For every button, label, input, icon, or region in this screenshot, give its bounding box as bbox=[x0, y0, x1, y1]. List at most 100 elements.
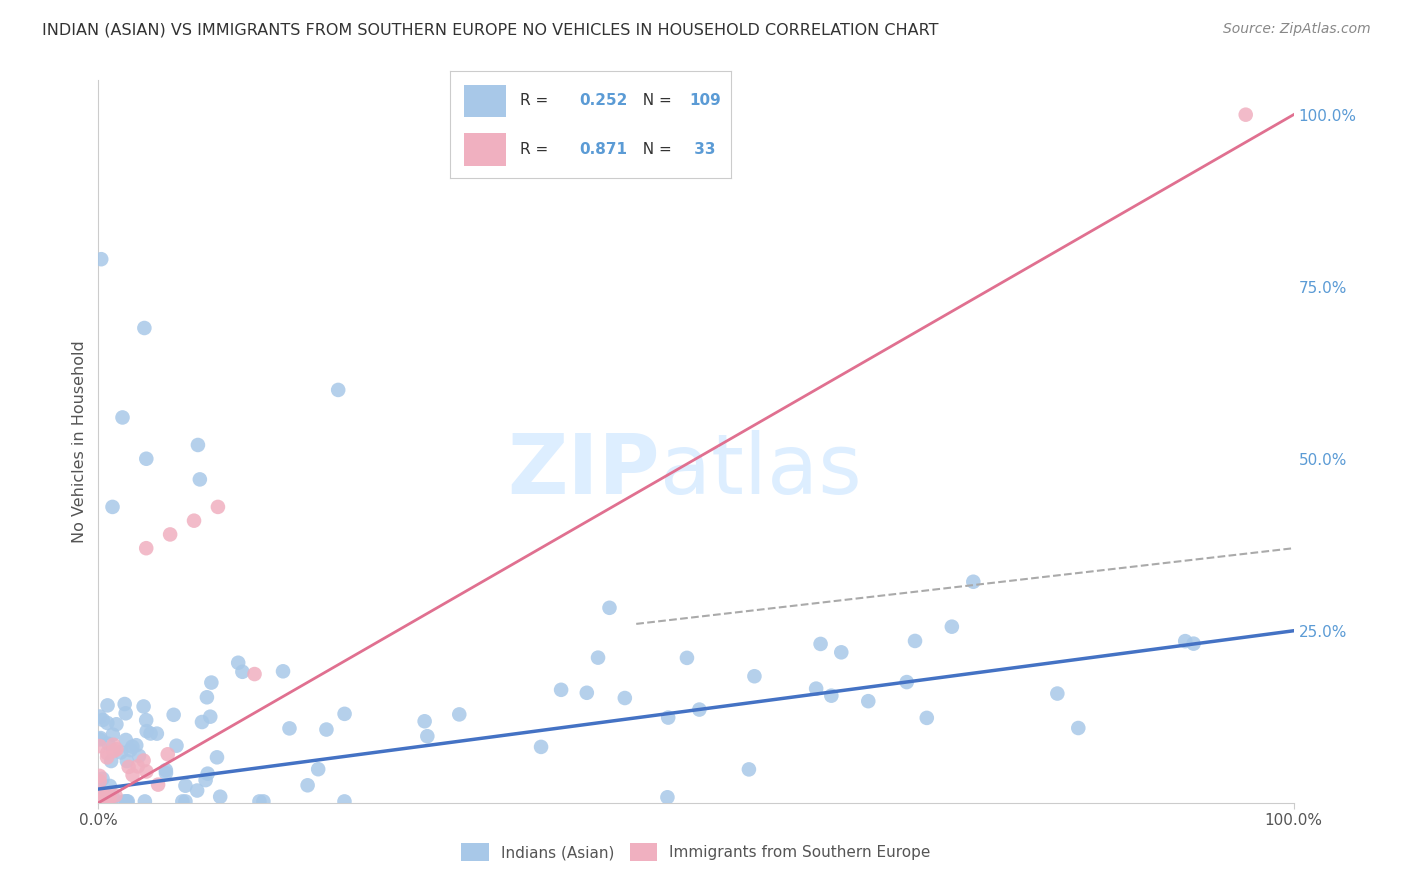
Bar bbox=[464, 134, 506, 166]
Point bbox=[91, 794, 114, 808]
Point bbox=[90, 794, 112, 808]
Point bbox=[676, 651, 699, 665]
Point bbox=[105, 717, 128, 731]
Y-axis label: No Vehicles in Household: No Vehicles in Household bbox=[72, 340, 87, 543]
Bar bbox=[464, 86, 506, 118]
Point bbox=[941, 620, 963, 634]
Point bbox=[191, 714, 214, 729]
Point bbox=[586, 650, 609, 665]
Point bbox=[135, 541, 157, 556]
Point bbox=[115, 754, 138, 768]
Point bbox=[328, 383, 350, 397]
Point bbox=[101, 728, 124, 742]
Point bbox=[205, 750, 228, 764]
Point bbox=[830, 645, 852, 659]
Point bbox=[93, 792, 115, 806]
Point bbox=[194, 773, 217, 788]
Point bbox=[89, 788, 111, 802]
Point bbox=[89, 794, 111, 808]
Text: 0.252: 0.252 bbox=[579, 93, 627, 108]
Point bbox=[413, 714, 436, 729]
Point bbox=[125, 738, 148, 752]
Point bbox=[97, 737, 120, 751]
Point bbox=[1174, 634, 1197, 648]
Point bbox=[188, 472, 211, 486]
Point bbox=[449, 707, 471, 722]
Point bbox=[120, 743, 142, 757]
Text: R =: R = bbox=[520, 142, 554, 157]
Point bbox=[155, 766, 177, 780]
Text: ZIP: ZIP bbox=[508, 430, 661, 511]
Point bbox=[688, 702, 710, 716]
Point bbox=[104, 789, 127, 803]
Point bbox=[333, 706, 356, 721]
Point bbox=[249, 794, 271, 808]
Point bbox=[163, 707, 186, 722]
Point bbox=[94, 792, 117, 806]
Point bbox=[271, 665, 294, 679]
Point bbox=[121, 739, 143, 754]
Point bbox=[93, 789, 115, 803]
Point bbox=[96, 746, 118, 760]
Point bbox=[252, 794, 274, 808]
Point bbox=[962, 574, 984, 589]
Point bbox=[90, 787, 112, 801]
Point bbox=[278, 722, 301, 736]
Point bbox=[98, 794, 121, 808]
Point bbox=[166, 739, 188, 753]
Point bbox=[89, 794, 111, 808]
Point bbox=[90, 252, 112, 267]
Point bbox=[575, 686, 598, 700]
Point bbox=[89, 732, 111, 747]
Point bbox=[118, 760, 141, 774]
Text: 33: 33 bbox=[689, 142, 716, 157]
Point bbox=[132, 699, 155, 714]
Point bbox=[207, 500, 229, 514]
Point bbox=[810, 637, 832, 651]
Point bbox=[135, 713, 157, 727]
Point bbox=[1182, 637, 1205, 651]
Point bbox=[146, 778, 169, 792]
Point bbox=[89, 709, 111, 723]
Point bbox=[134, 321, 156, 335]
Point bbox=[804, 681, 827, 696]
Point bbox=[613, 691, 636, 706]
Point bbox=[209, 789, 232, 804]
Point bbox=[896, 675, 918, 690]
Point bbox=[89, 775, 111, 789]
Point bbox=[132, 754, 155, 768]
Text: INDIAN (ASIAN) VS IMMIGRANTS FROM SOUTHERN EUROPE NO VEHICLES IN HOUSEHOLD CORRE: INDIAN (ASIAN) VS IMMIGRANTS FROM SOUTHE… bbox=[42, 22, 939, 37]
Point bbox=[333, 794, 356, 808]
Point bbox=[98, 792, 121, 806]
Point bbox=[200, 675, 222, 690]
Point bbox=[197, 766, 219, 780]
Point bbox=[103, 738, 125, 752]
Point bbox=[89, 769, 111, 783]
Point bbox=[297, 778, 319, 792]
Text: atlas: atlas bbox=[661, 430, 862, 511]
Point bbox=[550, 682, 572, 697]
Point bbox=[115, 794, 138, 808]
Text: N =: N = bbox=[633, 93, 676, 108]
Text: Source: ZipAtlas.com: Source: ZipAtlas.com bbox=[1223, 22, 1371, 37]
Point bbox=[112, 794, 135, 808]
Point bbox=[744, 669, 766, 683]
Point bbox=[110, 745, 132, 759]
Point bbox=[90, 792, 112, 806]
Point bbox=[101, 500, 124, 514]
Point bbox=[172, 794, 194, 808]
Point bbox=[530, 739, 553, 754]
Point bbox=[135, 764, 157, 779]
Point bbox=[134, 794, 156, 808]
Point bbox=[101, 790, 124, 805]
Point bbox=[135, 724, 157, 739]
Text: 109: 109 bbox=[689, 93, 721, 108]
Text: N =: N = bbox=[633, 142, 676, 157]
Point bbox=[96, 794, 118, 808]
Point bbox=[90, 731, 112, 745]
Point bbox=[96, 698, 118, 713]
Point bbox=[186, 783, 208, 797]
Point bbox=[657, 790, 679, 805]
Point bbox=[1067, 721, 1090, 735]
Point bbox=[598, 600, 620, 615]
